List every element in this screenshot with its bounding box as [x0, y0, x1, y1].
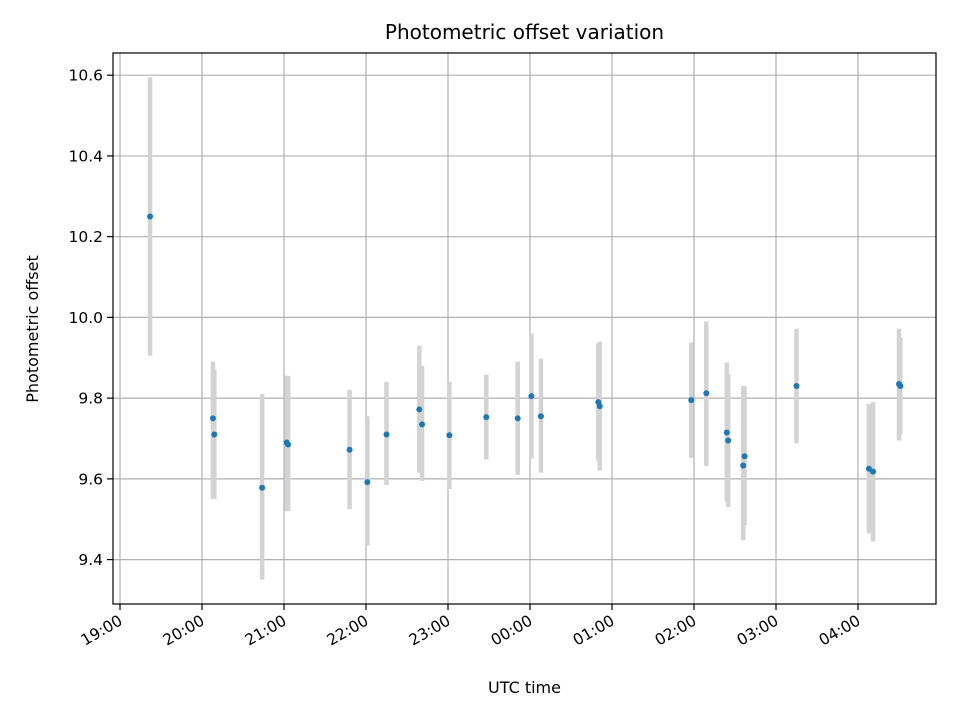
data-point [364, 479, 371, 486]
y-tick-label: 10.2 [68, 228, 103, 246]
x-tick-label: 23:00 [406, 612, 454, 650]
data-point [725, 437, 732, 444]
data-point [383, 431, 390, 438]
y-axis-label: Photometric offset [23, 255, 42, 403]
error-bars [147, 77, 903, 580]
y-tick-label: 9.4 [78, 551, 103, 569]
data-point [419, 421, 426, 428]
data-point [596, 403, 603, 410]
data-point [211, 431, 218, 438]
data-point [147, 213, 154, 220]
y-tick-label: 10.4 [68, 147, 103, 165]
y-tick-label: 9.6 [78, 470, 103, 488]
x-tick-label: 02:00 [652, 612, 700, 650]
x-tick-label: 00:00 [488, 612, 536, 650]
data-point [723, 429, 730, 436]
x-tick-label: 21:00 [242, 612, 290, 650]
data-point [528, 393, 535, 400]
data-point [793, 383, 800, 390]
data-point [259, 484, 266, 491]
data-point [416, 406, 423, 413]
x-tick-label: 01:00 [570, 612, 618, 650]
x-tick-label: 19:00 [78, 612, 126, 650]
data-point [870, 468, 877, 475]
x-tick-label: 20:00 [160, 612, 208, 650]
data-point [285, 441, 292, 448]
x-tick-label: 22:00 [324, 612, 372, 650]
data-point [514, 415, 521, 422]
data-point [703, 390, 710, 397]
data-point [446, 432, 453, 439]
y-tick-label: 10.6 [68, 67, 103, 85]
data-point [688, 397, 695, 404]
data-point [209, 415, 216, 422]
grid-lines [113, 53, 936, 604]
data-point [741, 453, 748, 460]
plot-frame [112, 52, 937, 605]
data-point [483, 414, 490, 421]
y-tick-label: 9.8 [78, 390, 103, 408]
y-tick-label: 10.0 [68, 309, 103, 327]
x-tick-label: 03:00 [734, 612, 782, 650]
chart-title: Photometric offset variation [385, 20, 664, 44]
data-points [147, 213, 904, 491]
data-point [740, 462, 747, 469]
data-point [537, 413, 544, 420]
x-tick-label: 04:00 [816, 612, 864, 650]
x-axis-ticks: 19:00 20:00 21:00 22:00 23:00 00:00 01:00 02:00… [78, 604, 864, 650]
y-axis-ticks: 9.4 9.6 9.8 10.0 10.2 10.4 10.6 [68, 67, 113, 569]
x-axis-label: UTC time [488, 678, 561, 697]
data-point [346, 446, 353, 453]
data-point [897, 383, 904, 390]
